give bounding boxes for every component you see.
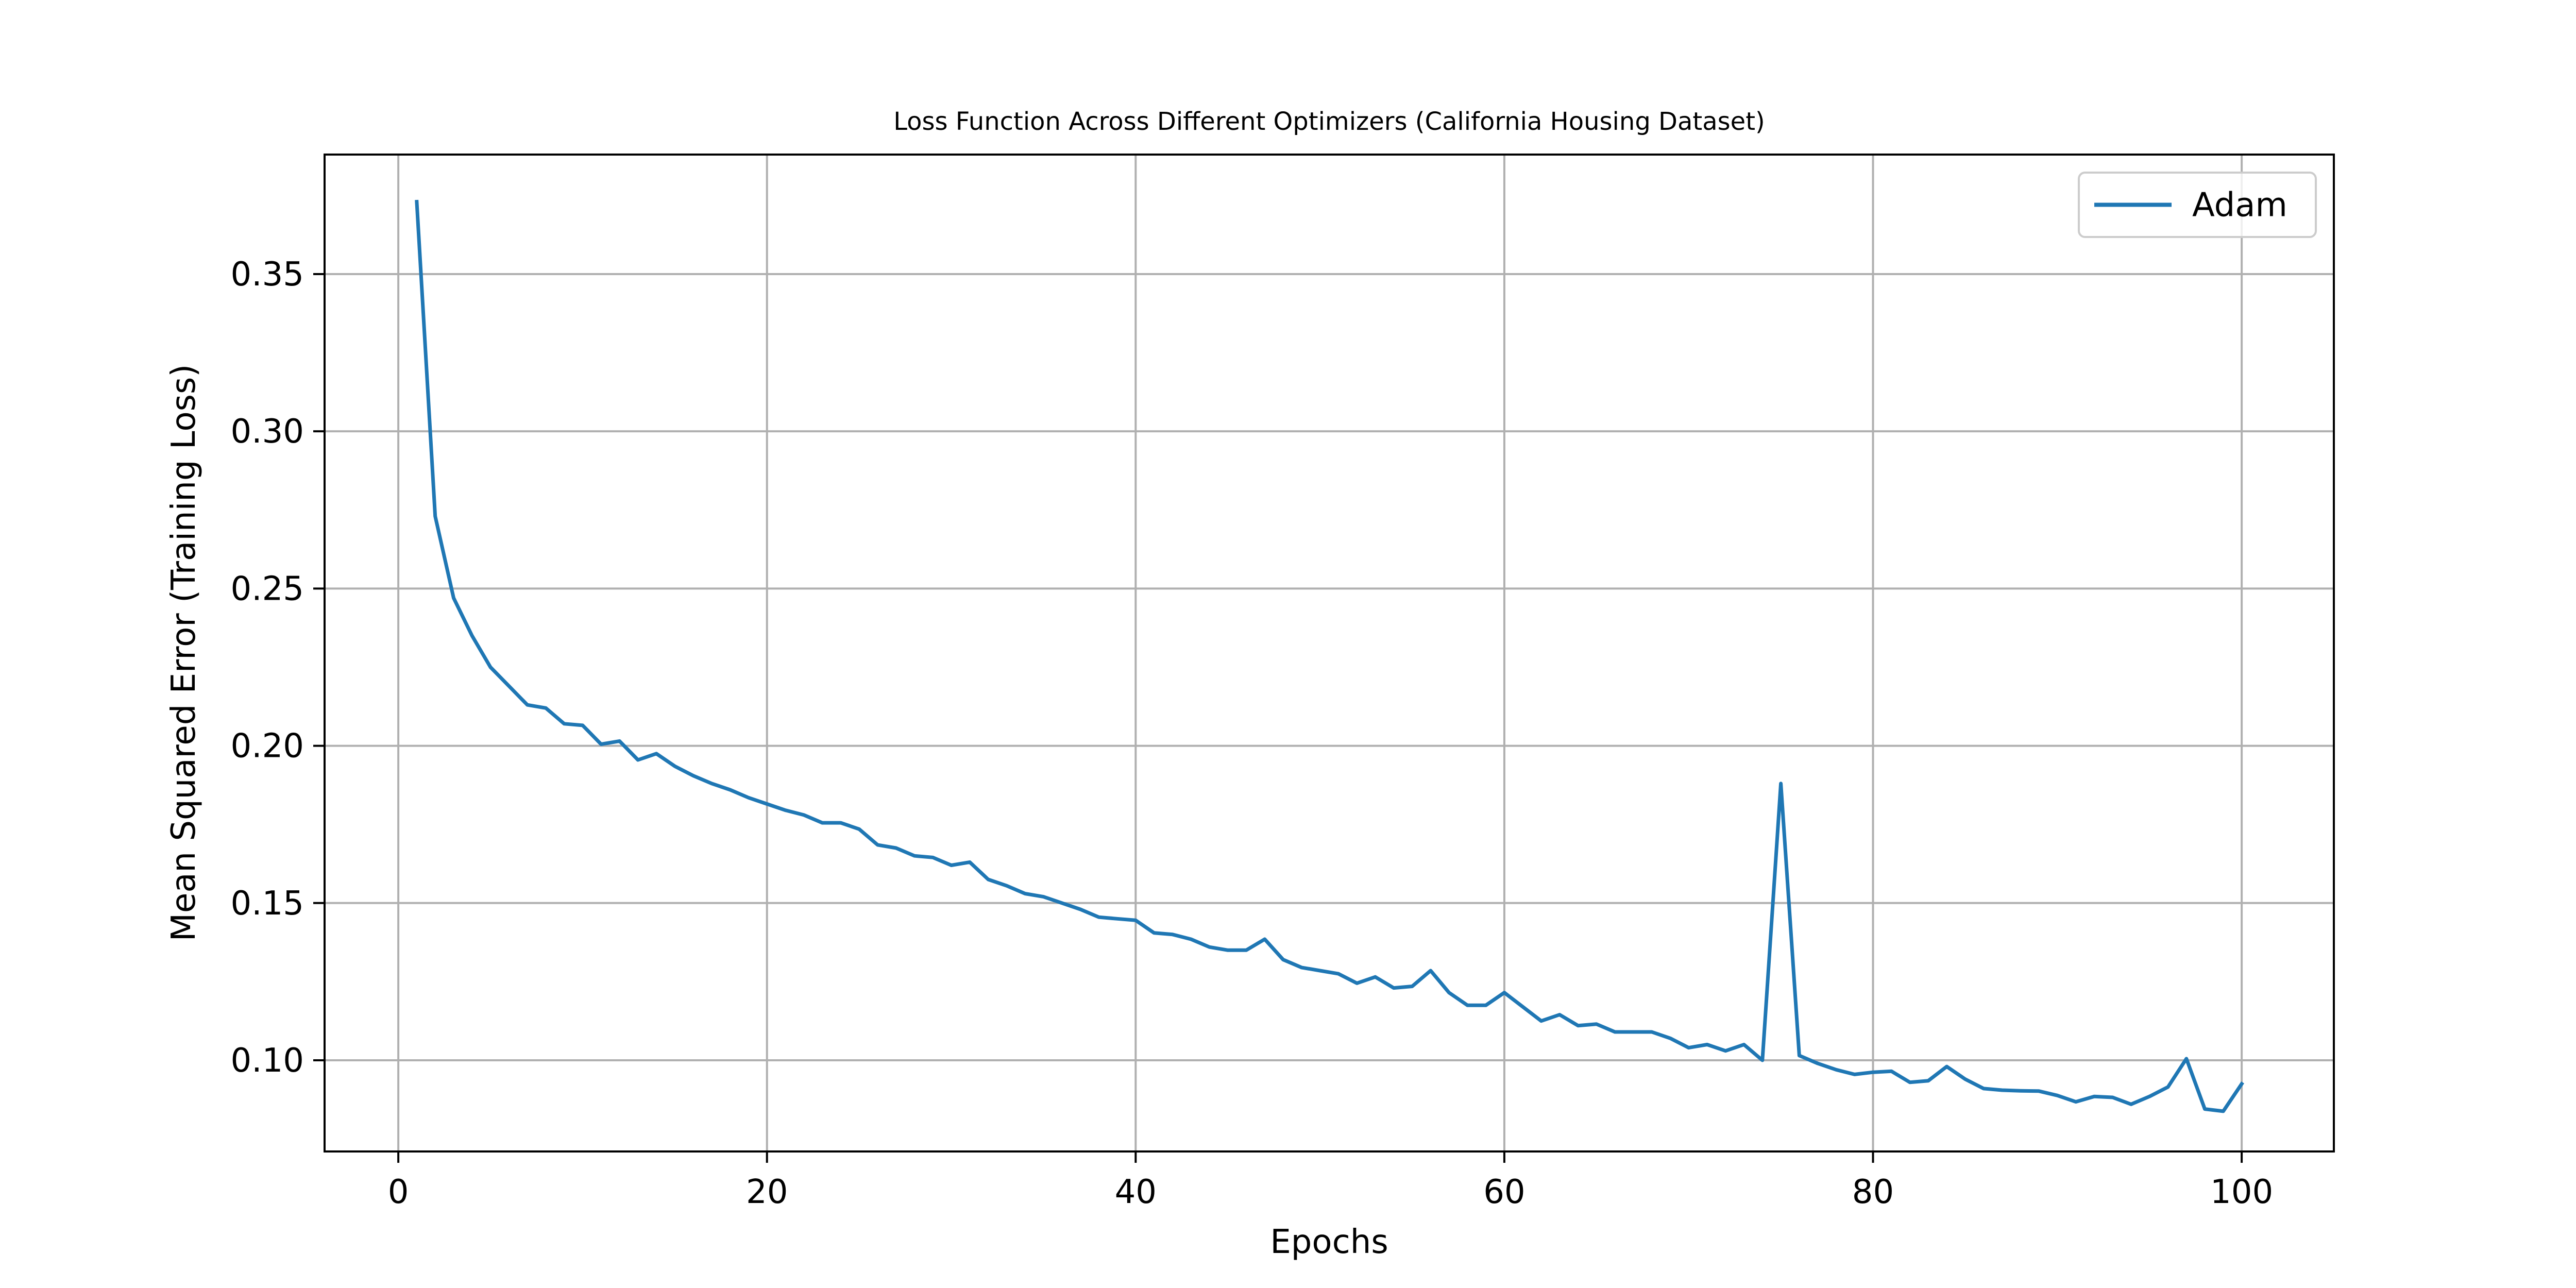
y-axis-label: Mean Squared Error (Training Loss) (165, 364, 203, 942)
chart-title: Loss Function Across Different Optimizer… (893, 107, 1765, 136)
x-tick-label: 0 (388, 1173, 409, 1211)
y-tick-label: 0.15 (231, 885, 304, 923)
plot-area-frame (324, 154, 2335, 1153)
y-tick-label: 0.25 (231, 570, 304, 608)
y-tick-label: 0.20 (231, 727, 304, 766)
x-tick-label: 100 (2210, 1173, 2273, 1211)
series-line-adam (415, 199, 2244, 1113)
legend-frame (2078, 172, 2317, 238)
legend: Adam (2078, 172, 2317, 238)
series-layer (415, 199, 2244, 1113)
y-tick-label: 0.35 (231, 256, 304, 294)
y-tick-label: 0.30 (231, 413, 304, 451)
legend-label: Adam (2192, 187, 2287, 225)
axis-ticks: 0 20 40 60 80 100 0.10 0.15 0.20 0.25 0.30 0.35 (231, 256, 2274, 1211)
x-tick-label: 40 (1115, 1173, 1157, 1211)
y-tick-label: 0.10 (231, 1042, 304, 1080)
x-tick-label: 20 (746, 1173, 788, 1211)
x-axis-label: Epochs (1270, 1223, 1388, 1261)
grid (325, 155, 2334, 1151)
x-tick-label: 80 (1852, 1173, 1894, 1211)
x-tick-label: 60 (1483, 1173, 1525, 1211)
